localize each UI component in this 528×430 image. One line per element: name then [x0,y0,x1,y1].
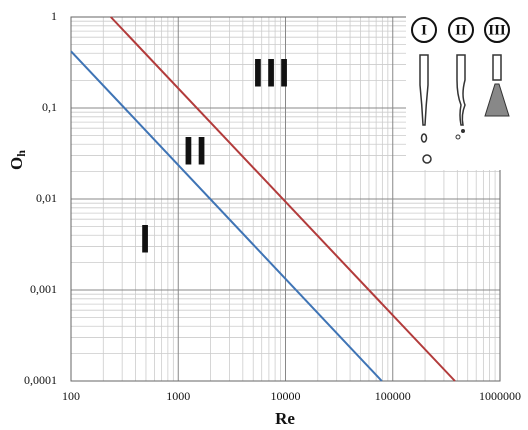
y-tick-label: 0,001 [30,282,57,296]
inset-label: II [455,22,467,38]
jet [492,54,502,81]
droplet [420,133,428,143]
x-tick-label: 100 [62,389,80,403]
x-tick-label: 1000000 [479,389,521,403]
inset-label: III [488,22,506,38]
series-line [110,16,456,382]
inset-circle [411,17,437,43]
inset: I II III [406,6,516,170]
series-line [70,50,383,382]
lines [70,16,456,382]
y-axis-label: Oh [7,150,28,170]
spray [484,83,510,117]
inset-label: I [421,22,427,38]
grid [70,16,501,382]
y-tick-label: 0,0001 [24,373,57,387]
y-axis-label-sub: h [14,150,28,157]
jet [419,54,429,126]
x-axis-label: Re [275,409,295,428]
plot-frame [70,16,501,382]
y-axis-label-main: O [7,157,26,170]
y-tick-label: 0,01 [36,191,57,205]
inset-circle [484,17,510,43]
x-tick-label: 100000 [375,389,411,403]
droplet [461,129,465,133]
jet [456,54,466,126]
x-tick-label: 10000 [271,389,301,403]
y-tick-label: 0,1 [42,100,57,114]
x-tick-label: 1000 [166,389,190,403]
regime-label: II [183,130,209,174]
droplet [422,154,432,164]
inset-circle [448,17,474,43]
y-tick-label: 1 [51,9,57,23]
regime-label: III [252,52,291,96]
droplet [455,134,461,140]
regime-label: I [139,218,152,262]
